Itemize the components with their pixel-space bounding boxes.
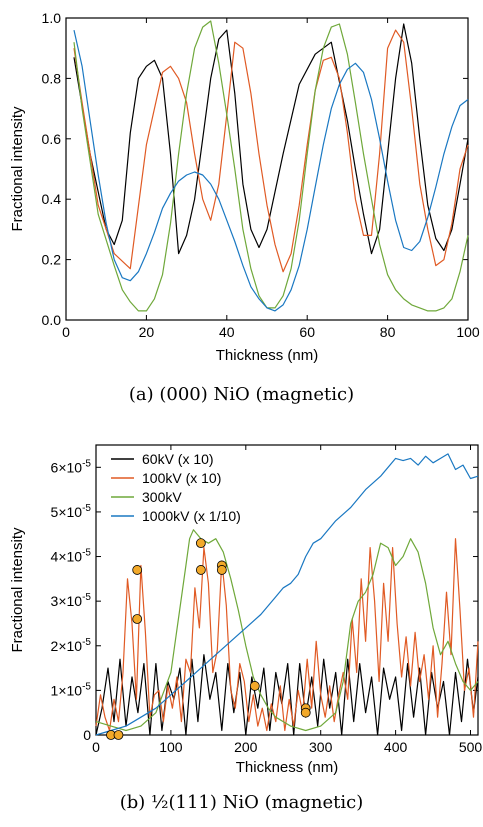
series-lines-b	[95, 453, 479, 736]
series-line-0	[73, 23, 469, 255]
x-tick-label: 20	[139, 324, 155, 340]
x-tick-label: 200	[234, 739, 258, 755]
data-markers-b	[106, 538, 311, 740]
data-marker	[249, 681, 260, 691]
series-line-3	[95, 453, 479, 736]
y-tick-label: 2×10-5	[51, 637, 92, 654]
legend-label: 300kV	[142, 489, 182, 505]
x-tick-label: 500	[459, 739, 483, 755]
y-axis-label-b: Fractional intensity	[9, 527, 26, 653]
chart-panel-a: 0 20 40 60 80 100 0.0 0.2 0.4 0.6 0.8 1.0 Thickness…	[9, 10, 480, 364]
x-tick-label: 100	[159, 739, 183, 755]
x-axis-label-a: Thickness (nm)	[216, 347, 319, 364]
series-line-2	[73, 20, 469, 312]
y-tick-label: 0.2	[42, 252, 62, 268]
caption-a: (a) (000) NiO (magnetic)	[128, 384, 355, 405]
data-marker	[113, 730, 124, 740]
y-tick-label: 0.4	[42, 191, 62, 207]
data-marker	[195, 565, 206, 575]
chart-panel-b: 0 100 200 300 400 500 0 1×10-5 2×10-5 3×10-5 4×10-…	[9, 444, 483, 776]
x-tick-label: 0	[92, 739, 100, 755]
y-tick-label: 0.8	[42, 70, 62, 86]
y-tick-label: 1.0	[42, 10, 62, 26]
data-marker	[195, 538, 206, 549]
axis-ticks-a: 0 20 40 60 80 100 0.0 0.2 0.4 0.6 0.8 1.0	[42, 10, 480, 340]
axis-ticks-b: 0 100 200 300 400 500 0 1×10-5 2×10-5 3×10-5 4×10-…	[51, 445, 483, 755]
x-tick-label: 100	[456, 324, 480, 340]
y-axis-label-a: Fractional intensity	[9, 106, 26, 232]
series-line-3	[73, 29, 469, 312]
data-marker	[300, 707, 311, 718]
x-tick-label: 0	[62, 324, 70, 340]
x-tick-label: 300	[309, 739, 333, 755]
caption-b: (b) ½(111) NiO (magnetic)	[119, 792, 364, 813]
x-tick-label: 400	[384, 739, 408, 755]
legend-b: 60kV (x 10) 100kV (x 10) 300kV 1000kV (x 1/…	[111, 451, 241, 524]
series-line-1	[73, 29, 469, 273]
y-tick-label: 0.6	[42, 131, 62, 147]
legend-label: 60kV (x 10)	[142, 451, 214, 467]
plot-frame-b	[95, 444, 479, 736]
legend-label: 100kV (x 10)	[142, 470, 221, 486]
series-line-0	[95, 654, 479, 736]
series-line-1	[95, 538, 479, 732]
y-tick-label: 6×10-5	[51, 458, 92, 475]
legend-label: 1000kV (x 1/10)	[142, 508, 241, 524]
data-marker	[132, 565, 143, 575]
series-line-2	[95, 529, 479, 732]
x-tick-label: 80	[380, 324, 396, 340]
y-tick-label: 0.0	[42, 312, 62, 328]
y-tick-label: 1×10-5	[51, 681, 92, 698]
y-tick-label: 4×10-5	[51, 548, 92, 565]
data-marker	[216, 565, 227, 575]
x-tick-label: 40	[219, 324, 235, 340]
series-lines-a	[73, 20, 469, 312]
y-tick-label: 3×10-5	[51, 592, 92, 609]
plot-frame-a	[65, 17, 469, 321]
x-axis-label-b: Thickness (nm)	[236, 759, 339, 776]
x-tick-label: 60	[299, 324, 315, 340]
data-marker	[132, 614, 143, 624]
y-tick-label: 0	[83, 727, 91, 743]
y-tick-label: 5×10-5	[51, 503, 92, 520]
